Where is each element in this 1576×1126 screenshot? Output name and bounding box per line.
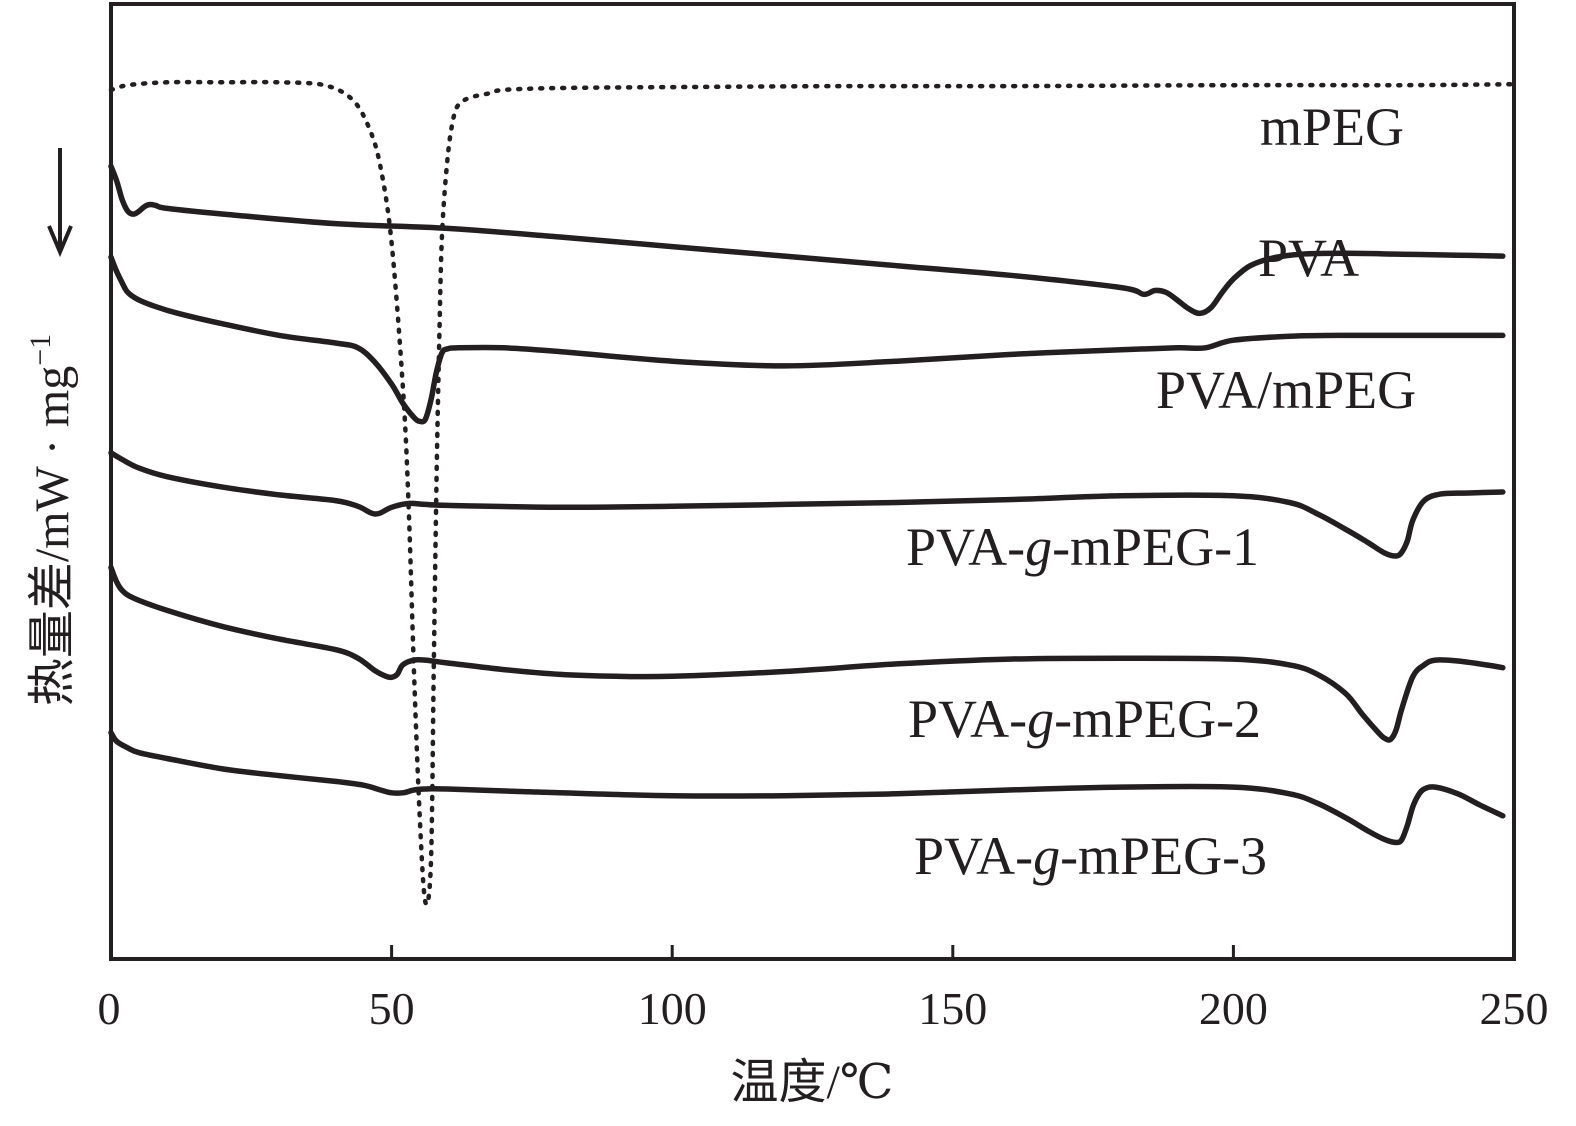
series-labels: mPEG PVA PVA/mPEG PVA-g-mPEG-1 PVA-g-mPEG-2 P… <box>906 97 1416 886</box>
series-label-mpeg: mPEG <box>1260 97 1404 157</box>
series-label-pva-g-mpeg-3: PVA-g-mPEG-3 <box>914 826 1267 886</box>
series-line-pva-g-mpeg-3 <box>111 733 1503 843</box>
dsc-chart: 0 50 100 150 200 250 mPEG PVA PVA/mPEG PVA-g-mPE… <box>0 0 1576 1126</box>
x-tick-label-50: 50 <box>369 983 415 1034</box>
x-axis-ticks <box>392 945 1234 959</box>
series-label-pva-g-mpeg-1: PVA-g-mPEG-1 <box>906 517 1259 577</box>
y-axis-label-group: 热量差/mW · mg−1 <box>24 334 79 706</box>
series-lines <box>111 82 1514 904</box>
series-label-pva: PVA <box>1258 228 1359 288</box>
x-tick-label-150: 150 <box>918 983 987 1034</box>
x-tick-label-200: 200 <box>1199 983 1268 1034</box>
series-line-pva-g-mpeg-2 <box>111 568 1503 740</box>
x-tick-label-250: 250 <box>1480 983 1549 1034</box>
series-label-pva-mpeg: PVA/mPEG <box>1156 360 1416 420</box>
x-tick-label-100: 100 <box>638 983 707 1034</box>
y-axis-label: 热量差/mW · mg−1 <box>24 334 79 706</box>
series-line-pva-g-mpeg-1 <box>111 453 1503 556</box>
y-axis-label-superscript: −1 <box>24 334 57 366</box>
x-axis-label: 温度/℃ <box>730 1056 893 1109</box>
y-axis-label-main: 热量差/mW · mg <box>26 366 79 706</box>
down-arrow-icon <box>49 148 71 252</box>
x-axis-tick-labels: 0 50 100 150 200 250 <box>98 983 1549 1034</box>
series-label-pva-g-mpeg-2: PVA-g-mPEG-2 <box>908 689 1261 749</box>
x-tick-label-0: 0 <box>98 983 121 1034</box>
